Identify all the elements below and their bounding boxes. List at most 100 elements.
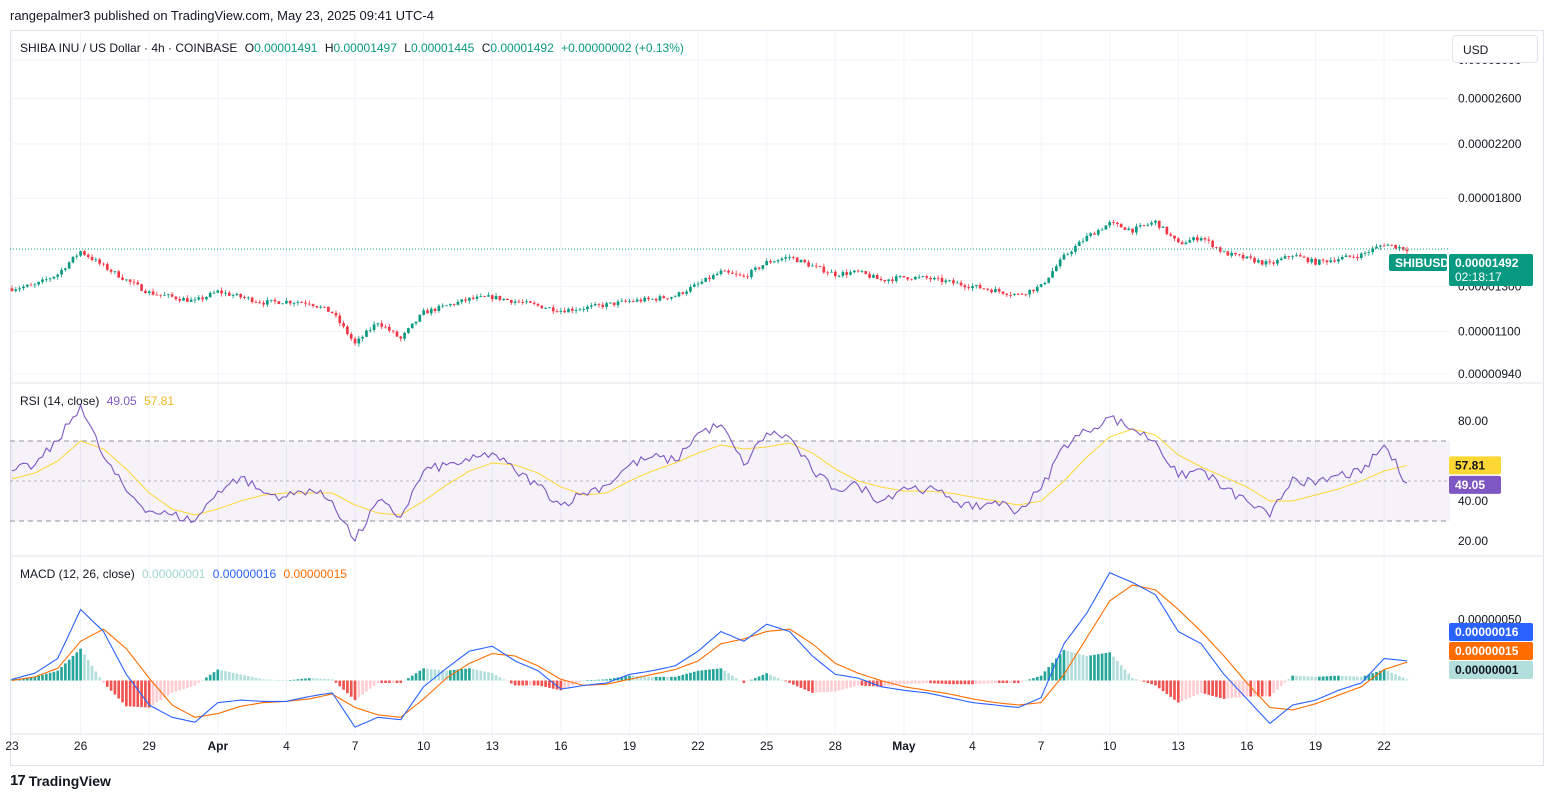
candle xyxy=(1257,258,1260,264)
candle-body xyxy=(971,286,974,289)
macd-histogram-bar xyxy=(403,680,406,682)
macd-histogram-bar xyxy=(696,670,700,681)
candle xyxy=(1401,246,1405,251)
candle xyxy=(1394,244,1397,250)
candle-body xyxy=(1348,255,1352,257)
currency-button[interactable]: USD xyxy=(1452,35,1538,63)
price-tick-label: 0.00001100 xyxy=(1458,325,1521,339)
candle-body xyxy=(1264,261,1268,265)
macd-histogram-bar xyxy=(1340,675,1344,681)
macd-signal-tag-bg xyxy=(1449,642,1533,660)
candle-body xyxy=(1215,247,1218,248)
macd-histogram-bar xyxy=(689,672,692,681)
change-value: +0.00000002 (+0.13%) xyxy=(561,41,684,55)
macd-histogram-bar xyxy=(147,680,151,708)
candle xyxy=(1287,255,1291,260)
candle xyxy=(224,289,227,297)
candle-body xyxy=(620,300,624,302)
candle xyxy=(300,300,304,304)
candle xyxy=(628,298,631,304)
candle-body xyxy=(128,279,132,282)
candle-body xyxy=(464,299,467,301)
candle xyxy=(1359,251,1363,260)
candle-body xyxy=(1306,257,1310,263)
candle-body xyxy=(1020,293,1024,295)
macd-histogram-bar xyxy=(1382,669,1386,681)
price-legend[interactable]: SHIBA INU / US Dollar · 4h · COINBASE O0… xyxy=(20,41,688,55)
candle xyxy=(811,263,814,267)
candle-body xyxy=(178,299,182,301)
candle xyxy=(551,304,555,315)
macd-histogram-bar xyxy=(1245,680,1249,697)
macd-histogram-bar xyxy=(582,680,586,682)
candle xyxy=(361,335,364,342)
macd-histogram-bar xyxy=(166,680,170,696)
candle-body xyxy=(79,251,82,256)
candle-body xyxy=(925,276,929,278)
time-axis-label: May xyxy=(892,739,916,753)
macd-histogram-bar xyxy=(1211,680,1214,696)
candle-body xyxy=(1310,258,1314,263)
candle xyxy=(1367,249,1371,256)
candle-body xyxy=(1039,284,1043,287)
candle xyxy=(872,273,875,279)
macd-legend[interactable]: MACD (12, 26, close) 0.00000001 0.000000… xyxy=(20,567,351,581)
candle-body xyxy=(281,303,284,305)
candle xyxy=(521,298,525,305)
macd-histogram-bar xyxy=(944,680,948,685)
candle-body xyxy=(772,261,776,263)
candle-body xyxy=(1260,260,1264,265)
candle xyxy=(1226,250,1230,256)
macd-histogram-bar xyxy=(769,674,772,681)
price-tick-label: 0.00001800 xyxy=(1458,191,1522,205)
candle xyxy=(1154,219,1157,226)
last-price-tag-text: 02:18:17 xyxy=(1455,270,1502,284)
macd-histogram-bar xyxy=(1093,654,1096,681)
candle xyxy=(719,268,723,276)
candle xyxy=(1321,258,1325,264)
candle-body xyxy=(944,280,948,283)
candle-body xyxy=(715,273,719,276)
macd-histogram-bar xyxy=(1154,680,1157,686)
macd-histogram-bar xyxy=(437,669,441,681)
candle-body xyxy=(525,301,528,303)
macd-histogram-bar xyxy=(917,680,921,684)
macd-histogram-bar xyxy=(723,670,727,681)
candle xyxy=(197,295,201,301)
macd-histogram-bar xyxy=(67,659,71,681)
macd-histogram-bar xyxy=(1196,680,1199,695)
candle-body xyxy=(1237,254,1241,256)
candle-body xyxy=(513,301,517,303)
candle-body xyxy=(502,298,506,300)
candle-body xyxy=(643,297,647,302)
candle-body xyxy=(205,296,208,300)
rsi-legend[interactable]: RSI (14, close) 49.05 57.81 xyxy=(20,394,178,408)
candle xyxy=(612,302,616,307)
candle-body xyxy=(235,293,239,296)
candle-body xyxy=(300,302,304,304)
candle xyxy=(887,279,890,284)
candle-body xyxy=(631,301,635,302)
candle-body xyxy=(948,280,951,282)
macd-histogram-bar xyxy=(795,680,799,687)
candle xyxy=(37,281,41,287)
candle xyxy=(311,303,315,308)
candle-body xyxy=(1123,227,1127,230)
candle-body xyxy=(1405,249,1409,252)
candle xyxy=(757,266,761,271)
macd-histogram-bar xyxy=(967,680,971,685)
candle-body xyxy=(56,274,60,277)
candle-body xyxy=(292,302,296,304)
tradingview-logo[interactable]: 17 TradingView xyxy=(10,772,111,789)
macd-histogram-bar xyxy=(376,680,380,683)
candle xyxy=(548,306,551,309)
macd-histogram-bar xyxy=(1142,680,1146,682)
time-axis-label: 22 xyxy=(1377,739,1391,753)
candle xyxy=(1276,258,1279,266)
macd-histogram-bar xyxy=(170,680,174,693)
candle xyxy=(1333,257,1336,263)
candle-body xyxy=(452,304,456,305)
macd-histogram-bar xyxy=(1375,671,1378,681)
